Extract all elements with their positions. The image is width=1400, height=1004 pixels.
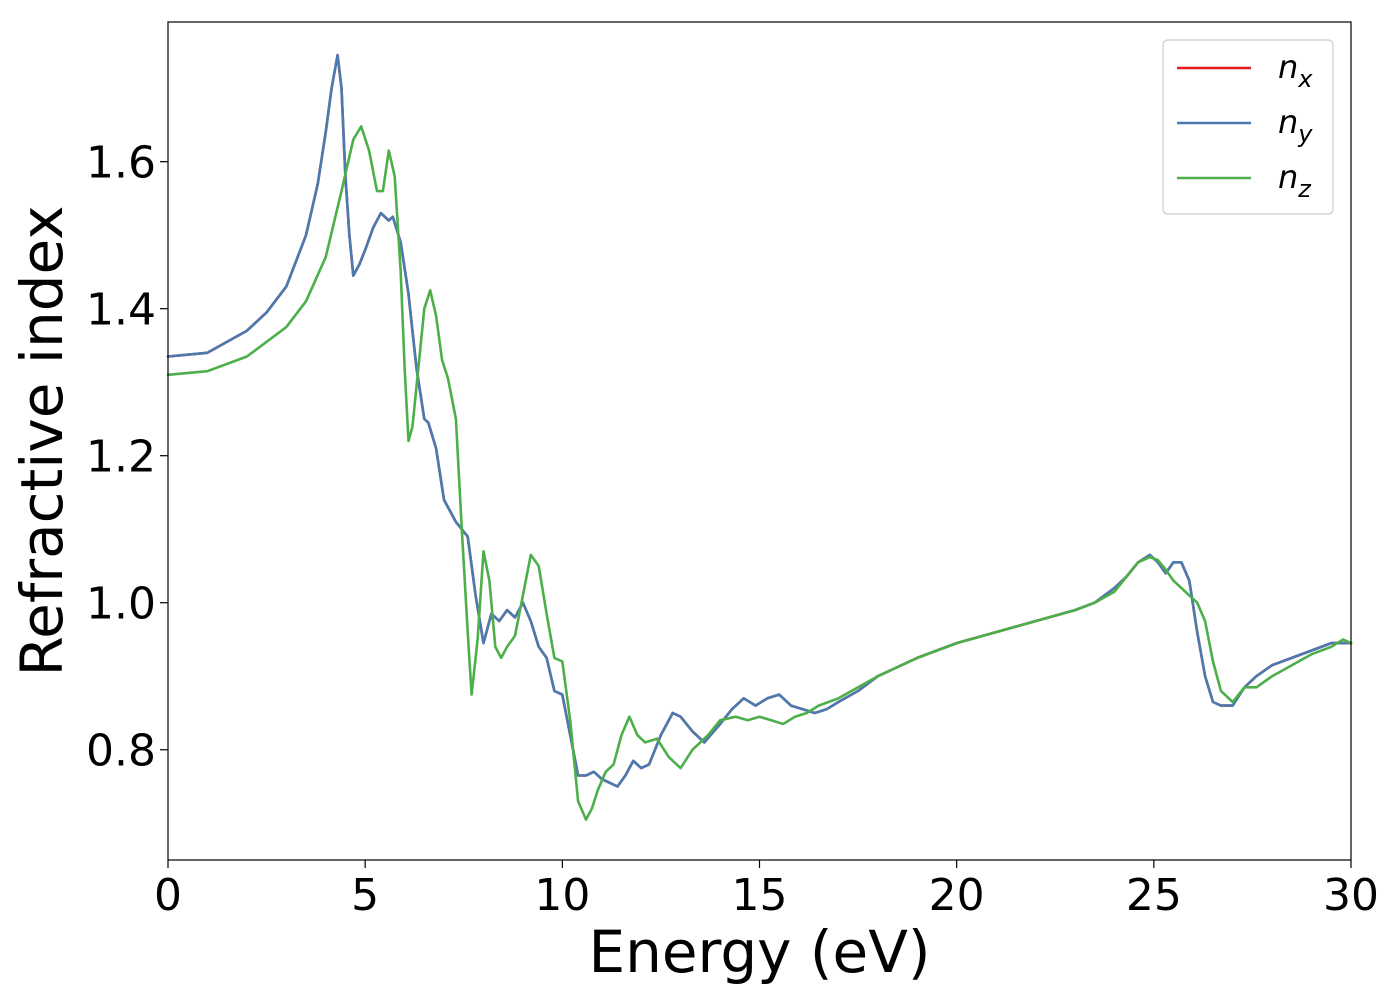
series-line-nz [166, 125, 1353, 821]
legend: nx ny nz [1162, 39, 1334, 215]
x-tick-label: 30 [1323, 870, 1379, 921]
legend-label-nx: nx [1278, 48, 1313, 93]
x-tick-label: 15 [732, 870, 788, 921]
x-tick-label: 0 [154, 870, 182, 921]
legend-box [1162, 39, 1334, 215]
x-tick-label: 20 [929, 870, 985, 921]
x-tick-label: 5 [351, 870, 379, 921]
ticks-layer: 0 5 10 15 20 25 30 0.8 1.0 1.2 1.4 1.6 [86, 138, 1379, 921]
y-axis-label: Refractive index [8, 205, 76, 676]
y-tick-label: 1.0 [86, 579, 156, 630]
legend-label-nz: nz [1278, 158, 1312, 203]
plot-layer [166, 53, 1353, 821]
y-tick-label: 0.8 [86, 726, 156, 777]
y-tick-label: 1.6 [86, 138, 156, 189]
series-line-ny [166, 53, 1353, 788]
x-tick-label: 25 [1126, 870, 1182, 921]
x-tick-label: 10 [534, 870, 590, 921]
legend-label-ny: ny [1278, 103, 1313, 148]
x-axis-label: Energy (eV) [588, 918, 930, 986]
y-tick-label: 1.2 [86, 432, 156, 483]
y-tick-label: 1.4 [86, 285, 156, 336]
